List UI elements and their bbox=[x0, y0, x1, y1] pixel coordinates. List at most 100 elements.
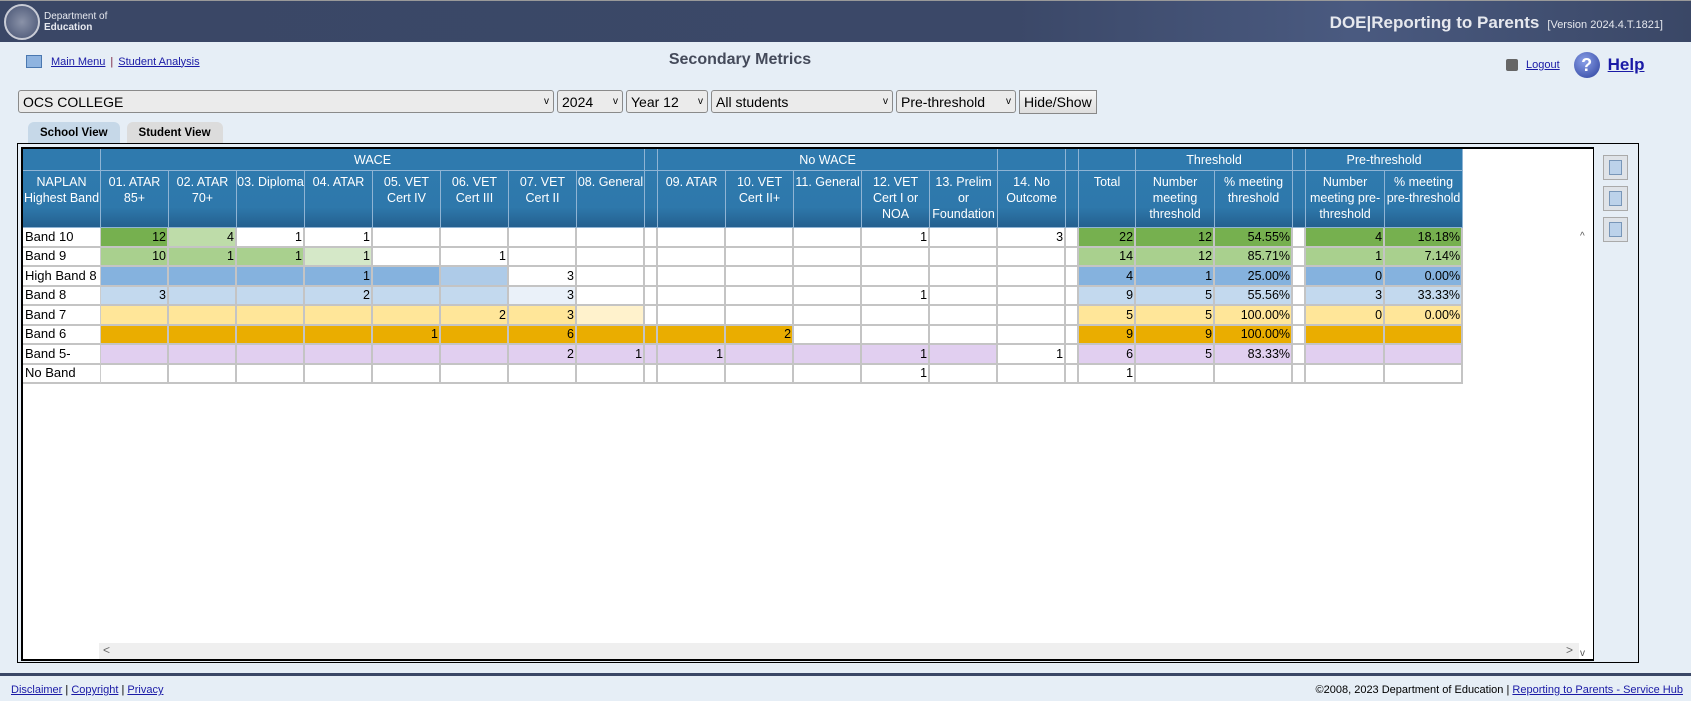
column-header[interactable]: 09. ATAR bbox=[658, 171, 727, 228]
table-cell: 9 bbox=[1079, 286, 1137, 306]
metrics-panel: WACE No WACE Threshold Pre-threshold NAP… bbox=[17, 143, 1639, 663]
column-header[interactable]: 05. VET Cert IV bbox=[373, 171, 441, 228]
column-header[interactable]: 08. General bbox=[577, 171, 646, 228]
help-icon[interactable]: ? bbox=[1573, 52, 1600, 78]
row-label: No Band bbox=[23, 364, 101, 384]
table-cell bbox=[509, 247, 577, 267]
table-cell bbox=[658, 325, 727, 345]
table-cell: 0.00% bbox=[1385, 267, 1464, 287]
table-cell: 1 bbox=[237, 247, 305, 267]
table-cell bbox=[441, 228, 509, 248]
copyright-text: ©2008, 2023 Department of Education bbox=[1315, 684, 1504, 696]
column-header[interactable]: 12. VET Cert I or NOA bbox=[862, 171, 931, 228]
table-cell: 0 bbox=[1306, 306, 1386, 326]
table-row: No Band 1 1 bbox=[23, 364, 1464, 384]
column-header[interactable]: Total bbox=[1079, 171, 1137, 228]
column-header[interactable]: Number meeting threshold bbox=[1136, 171, 1216, 228]
hide-show-button[interactable]: Hide/Show bbox=[1019, 90, 1097, 114]
column-header[interactable]: 10. VET Cert II+ bbox=[726, 171, 795, 228]
disclaimer-link[interactable]: Disclaimer bbox=[11, 684, 63, 696]
table-cell: 22 bbox=[1079, 228, 1137, 248]
row-label: Band 8 bbox=[23, 286, 101, 306]
student-group-select[interactable]: All students v bbox=[711, 90, 893, 113]
table-cell bbox=[930, 306, 999, 326]
table-cell: 7.14% bbox=[1385, 247, 1464, 267]
table-cell bbox=[577, 364, 646, 384]
table-cell: 55.56% bbox=[1215, 286, 1294, 306]
column-spacer bbox=[645, 345, 659, 365]
logout-link[interactable]: Logout bbox=[1526, 59, 1560, 71]
threshold-select[interactable]: Pre-threshold v bbox=[896, 90, 1016, 113]
table-cell bbox=[726, 345, 795, 365]
footer-separator: | bbox=[121, 684, 125, 696]
column-spacer bbox=[645, 247, 659, 267]
list-view-icon[interactable] bbox=[1603, 186, 1628, 211]
copyright-link[interactable]: Copyright bbox=[71, 684, 119, 696]
group-header-pre-threshold: Pre-threshold bbox=[1306, 149, 1464, 171]
school-select[interactable]: OCS COLLEGE v bbox=[18, 90, 554, 113]
table-cell: 1 bbox=[658, 345, 727, 365]
table-cell: 1 bbox=[169, 247, 237, 267]
year-level-select[interactable]: Year 12 v bbox=[626, 90, 708, 113]
table-cell: 33.33% bbox=[1385, 286, 1464, 306]
table-cell bbox=[658, 306, 727, 326]
footer-separator: | bbox=[1506, 684, 1510, 696]
scroll-down-icon: v bbox=[1580, 648, 1585, 659]
table-cell bbox=[305, 306, 373, 326]
year-select[interactable]: 2024 v bbox=[557, 90, 623, 113]
column-spacer bbox=[1066, 306, 1080, 326]
tab-school-view[interactable]: School View bbox=[28, 122, 120, 144]
column-header[interactable]: 14. No Outcome bbox=[998, 171, 1067, 228]
export-icon[interactable] bbox=[1603, 155, 1628, 180]
column-header[interactable]: % meeting threshold bbox=[1215, 171, 1294, 228]
table-cell bbox=[509, 364, 577, 384]
vertical-scrollbar[interactable]: ^ v bbox=[1577, 231, 1593, 659]
column-header[interactable]: Number meeting pre-threshold bbox=[1306, 171, 1386, 228]
scroll-up-icon: ^ bbox=[1580, 231, 1585, 242]
table-cell bbox=[862, 325, 931, 345]
student-analysis-link[interactable]: Student Analysis bbox=[118, 55, 200, 68]
service-hub-link[interactable]: Reporting to Parents - Service Hub bbox=[1512, 684, 1683, 696]
main-menu-link[interactable]: Main Menu bbox=[51, 55, 106, 68]
chevron-down-icon: v bbox=[1006, 96, 1011, 107]
privacy-link[interactable]: Privacy bbox=[127, 684, 164, 696]
table-cell bbox=[862, 267, 931, 287]
table-cell bbox=[373, 345, 441, 365]
table-cell: 4 bbox=[169, 228, 237, 248]
column-header[interactable]: 11. General bbox=[794, 171, 863, 228]
table-cell: 12 bbox=[101, 228, 169, 248]
table-cell: 1 bbox=[305, 247, 373, 267]
column-header[interactable]: 02. ATAR 70+ bbox=[169, 171, 237, 228]
table-row: Band 8 3 2 3 1 9 5 55.56% 3 33.33% bbox=[23, 286, 1464, 306]
column-header[interactable]: % meeting pre-threshold bbox=[1385, 171, 1464, 228]
column-header[interactable]: 03. Diploma bbox=[237, 171, 305, 228]
table-cell bbox=[237, 325, 305, 345]
table-cell bbox=[794, 364, 863, 384]
column-spacer bbox=[1293, 306, 1307, 326]
tab-student-view[interactable]: Student View bbox=[126, 122, 223, 144]
column-spacer bbox=[1293, 171, 1307, 228]
table-cell: 5 bbox=[1136, 306, 1216, 326]
column-spacer bbox=[1066, 247, 1080, 267]
table-cell bbox=[1385, 325, 1464, 345]
table-cell: 1 bbox=[577, 345, 646, 365]
table-cell: 1 bbox=[1079, 364, 1137, 384]
column-header[interactable]: 07. VET Cert II bbox=[509, 171, 577, 228]
column-header[interactable]: 13. Prelim or Foundation bbox=[930, 171, 999, 228]
table-cell: 3 bbox=[509, 306, 577, 326]
horizontal-scrollbar[interactable]: < > bbox=[99, 643, 1579, 659]
table-cell bbox=[930, 247, 999, 267]
help-link[interactable]: Help bbox=[1607, 55, 1645, 74]
table-cell: 5 bbox=[1079, 306, 1137, 326]
row-label: Band 10 bbox=[23, 228, 101, 248]
column-settings-icon[interactable] bbox=[1603, 217, 1628, 242]
table-cell: 14 bbox=[1079, 247, 1137, 267]
column-header[interactable]: 06. VET Cert III bbox=[441, 171, 509, 228]
table-cell: 9 bbox=[1136, 325, 1216, 345]
column-header[interactable]: 01. ATAR 85+ bbox=[101, 171, 169, 228]
column-header[interactable]: 04. ATAR bbox=[305, 171, 373, 228]
table-cell: 100.00% bbox=[1215, 325, 1294, 345]
column-spacer bbox=[1066, 171, 1080, 228]
chevron-down-icon: v bbox=[698, 96, 703, 107]
table-cell bbox=[794, 325, 863, 345]
